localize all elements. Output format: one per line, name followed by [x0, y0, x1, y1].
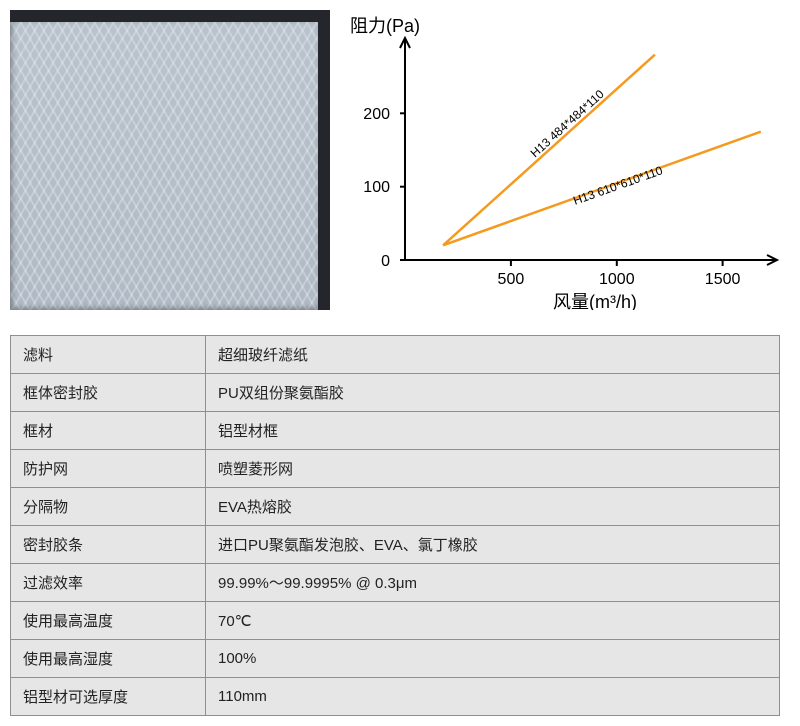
- table-row: 框材铝型材框: [11, 412, 780, 450]
- spec-key: 使用最高温度: [11, 602, 206, 640]
- spec-key: 铝型材可选厚度: [11, 678, 206, 716]
- spec-key: 分隔物: [11, 488, 206, 526]
- filter-mesh-texture: [10, 22, 318, 310]
- ytick-1: 100: [363, 179, 390, 196]
- spec-table: 滤料超细玻纤滤纸 框体密封胶PU双组份聚氨酯胶 框材铝型材框 防护网喷塑菱形网 …: [10, 335, 780, 716]
- top-section: 阻力(Pa) 0 100 200 500 1000: [10, 10, 790, 315]
- spec-key: 滤料: [11, 336, 206, 374]
- spec-key: 过滤效率: [11, 564, 206, 602]
- series-line-0: [443, 55, 655, 246]
- x-ticks: 500 1000 1500: [498, 260, 741, 288]
- spec-key: 使用最高湿度: [11, 640, 206, 678]
- xtick-0: 500: [498, 271, 525, 288]
- spec-value: PU双组份聚氨酯胶: [206, 374, 780, 412]
- y-ticks: 0 100 200: [363, 106, 405, 270]
- spec-value: EVA热熔胶: [206, 488, 780, 526]
- table-row: 铝型材可选厚度110mm: [11, 678, 780, 716]
- table-row: 使用最高温度70℃: [11, 602, 780, 640]
- x-axis-label: 风量(m³/h): [553, 292, 637, 310]
- table-row: 滤料超细玻纤滤纸: [11, 336, 780, 374]
- spec-value: 进口PU聚氨酯发泡胶、EVA、氯丁橡胶: [206, 526, 780, 564]
- spec-value: 喷塑菱形网: [206, 450, 780, 488]
- spec-value: 铝型材框: [206, 412, 780, 450]
- spec-value: 100%: [206, 640, 780, 678]
- ytick-2: 200: [363, 106, 390, 123]
- chart-svg: 阻力(Pa) 0 100 200 500 1000: [340, 10, 790, 310]
- series-label-0: H13 484*484*110: [528, 87, 607, 160]
- table-row: 使用最高湿度100%: [11, 640, 780, 678]
- spec-value: 70℃: [206, 602, 780, 640]
- ytick-0: 0: [381, 253, 390, 270]
- spec-key: 框材: [11, 412, 206, 450]
- xtick-2: 1500: [705, 271, 741, 288]
- spec-key: 框体密封胶: [11, 374, 206, 412]
- spec-value: 99.99%～99.9995% @ 0.3μm: [206, 564, 780, 602]
- product-photo: [10, 10, 330, 310]
- table-row: 防护网喷塑菱形网: [11, 450, 780, 488]
- spec-value: 110mm: [206, 678, 780, 716]
- xtick-1: 1000: [599, 271, 635, 288]
- table-row: 框体密封胶PU双组份聚氨酯胶: [11, 374, 780, 412]
- series-label-1: H13 610*610*110: [571, 163, 664, 208]
- table-row: 过滤效率99.99%～99.9995% @ 0.3μm: [11, 564, 780, 602]
- pressure-flow-chart: 阻力(Pa) 0 100 200 500 1000: [340, 10, 790, 315]
- y-axis-label: 阻力(Pa): [350, 16, 420, 36]
- spec-key: 密封胶条: [11, 526, 206, 564]
- table-row: 分隔物EVA热熔胶: [11, 488, 780, 526]
- spec-value: 超细玻纤滤纸: [206, 336, 780, 374]
- spec-key: 防护网: [11, 450, 206, 488]
- table-row: 密封胶条进口PU聚氨酯发泡胶、EVA、氯丁橡胶: [11, 526, 780, 564]
- spec-table-body: 滤料超细玻纤滤纸 框体密封胶PU双组份聚氨酯胶 框材铝型材框 防护网喷塑菱形网 …: [11, 336, 780, 716]
